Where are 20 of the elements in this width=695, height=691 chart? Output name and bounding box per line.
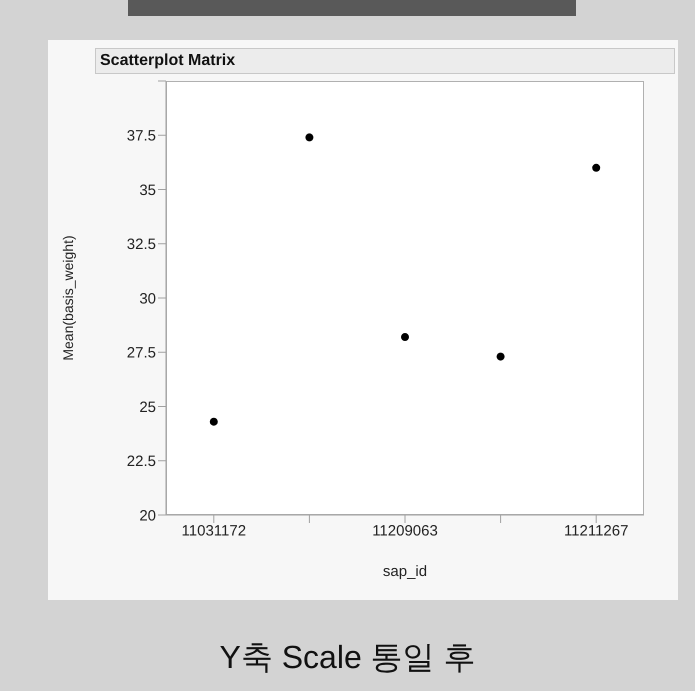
point — [496, 352, 505, 361]
y-tick-label: 35 — [139, 182, 156, 199]
x-axis-title: sap_id — [382, 563, 428, 580]
x-tick-label: 11031172 — [182, 522, 246, 540]
chart-title: Scatterplot Matrix — [95, 48, 675, 74]
x-tick-label: 11211267 — [564, 522, 628, 540]
point — [592, 164, 600, 172]
y-tick-label: 25 — [139, 398, 156, 416]
point — [210, 418, 218, 426]
y-tick-label: 27.5 — [126, 344, 156, 362]
text: Y축 Scale 통일 후 — [218, 638, 477, 677]
y-tick-label: 32.5 — [126, 236, 156, 254]
point — [305, 133, 314, 142]
y-tick-label: 37.5 — [126, 128, 156, 145]
y-tick-label: 30 — [139, 290, 156, 308]
x-tick-label: 11209063 — [372, 522, 438, 540]
y-tick-label: 22.5 — [126, 453, 156, 470]
y-tick-label: 20 — [139, 507, 156, 524]
y-axis-title: Mean(basis_weight) — [60, 235, 76, 361]
point — [401, 333, 409, 342]
